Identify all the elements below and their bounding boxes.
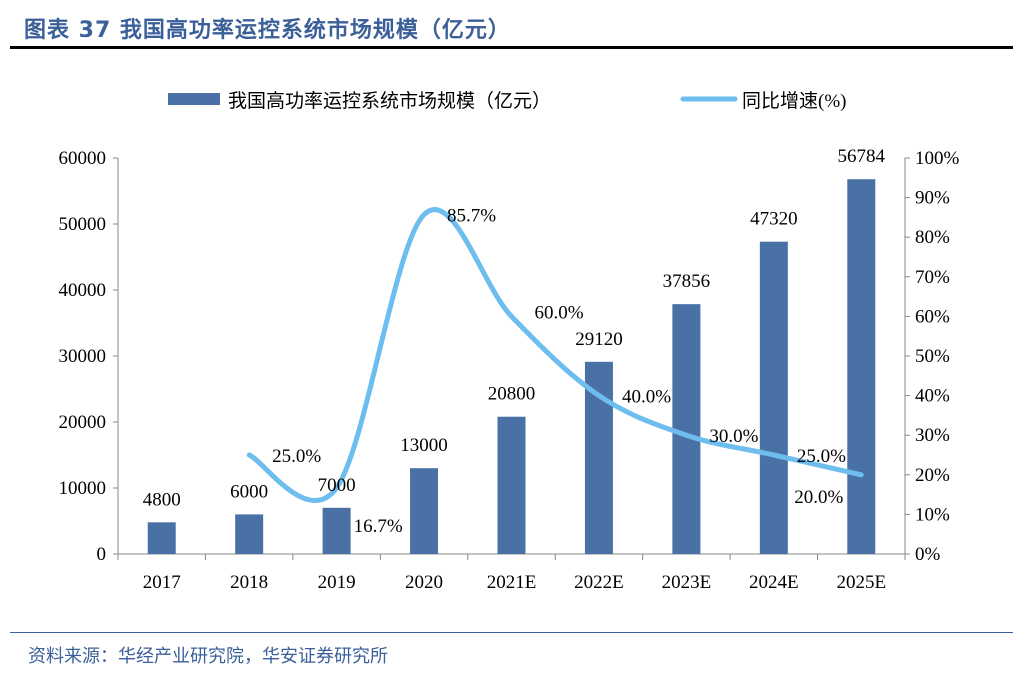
left-tick-label: 0 xyxy=(97,544,107,565)
bar-2025E xyxy=(847,179,876,555)
right-tick-label: 50% xyxy=(915,346,950,367)
left-tick-label: 10000 xyxy=(59,478,107,499)
left-tick-label: 60000 xyxy=(59,148,107,169)
growth-value-label: 40.0% xyxy=(622,387,671,408)
legend: 我国高功率运控系统市场规模（亿元） 同比增速(%) xyxy=(168,90,846,112)
bar-2024E xyxy=(759,241,788,555)
legend-bar-label: 我国高功率运控系统市场规模（亿元） xyxy=(228,90,551,112)
growth-value-label: 30.0% xyxy=(709,426,758,447)
x-tick-label: 2020 xyxy=(405,572,443,593)
right-tick-label: 40% xyxy=(915,386,950,407)
x-tick-label: 2021E xyxy=(487,572,537,593)
left-tick-label: 50000 xyxy=(59,214,107,235)
bar-value-label: 56784 xyxy=(838,146,886,167)
left-tick-label: 40000 xyxy=(59,280,107,301)
growth-value-label: 25.0% xyxy=(272,446,321,467)
bar-value-label: 13000 xyxy=(400,435,448,456)
right-tick-label: 0% xyxy=(915,544,941,565)
bar-value-label: 37856 xyxy=(663,271,711,292)
left-tick-label: 30000 xyxy=(59,346,107,367)
right-tick-label: 80% xyxy=(915,227,950,248)
bar-value-label: 4800 xyxy=(143,489,181,510)
growth-value-label: 16.7% xyxy=(354,516,403,537)
data-labels: 4800 6000 7000 13000 20800 29120 37856 47320 567… xyxy=(143,146,886,537)
bar-value-label: 47320 xyxy=(750,209,798,230)
growth-value-label: 85.7% xyxy=(447,206,496,227)
source-note: 资料来源：华经产业研究院，华安证券研究所 xyxy=(28,646,388,667)
bar-2017 xyxy=(147,522,176,554)
title-divider xyxy=(10,46,1013,49)
right-tick-label: 10% xyxy=(915,504,950,525)
x-tick-label: 2022E xyxy=(574,572,624,593)
bars xyxy=(147,179,876,555)
x-tick-label: 2018 xyxy=(230,572,268,593)
growth-line-path xyxy=(246,207,864,503)
right-tick-label: 30% xyxy=(915,425,950,446)
right-tick-label: 70% xyxy=(915,267,950,288)
axes: 0 10000 20000 30000 40000 50000 60000 0% 10% 20% 3… xyxy=(59,148,960,593)
bar-2023E xyxy=(672,304,701,554)
growth-value-label: 20.0% xyxy=(794,487,843,508)
growth-value-label: 25.0% xyxy=(797,446,846,467)
x-tick-label: 2023E xyxy=(662,572,712,593)
chart-svg: 我国高功率运控系统市场规模（亿元） 同比增速(%) 0 10000 20000 300… xyxy=(59,90,960,593)
bar-2020 xyxy=(410,468,439,554)
x-tick-label: 2024E xyxy=(749,572,799,593)
legend-bar-swatch xyxy=(168,93,220,105)
bar-2019 xyxy=(322,507,351,554)
x-tick-label: 2017 xyxy=(143,572,181,593)
bar-value-label: 6000 xyxy=(230,481,268,502)
source-divider xyxy=(10,632,1013,633)
left-tick-label: 20000 xyxy=(59,412,107,433)
growth-value-label: 60.0% xyxy=(535,302,584,323)
x-tick-label: 2019 xyxy=(318,572,356,593)
right-tick-label: 90% xyxy=(915,188,950,209)
right-tick-label: 100% xyxy=(915,148,960,169)
bar-2018 xyxy=(235,514,264,554)
figure-title: 图表 37 我国高功率运控系统市场规模（亿元） xyxy=(24,18,511,43)
bar-value-label: 7000 xyxy=(318,475,356,496)
growth-line xyxy=(246,207,864,503)
bar-value-label: 29120 xyxy=(575,329,623,350)
legend-line-label: 同比增速(%) xyxy=(742,90,846,112)
bar-2021E xyxy=(497,416,526,554)
right-tick-label: 60% xyxy=(915,306,950,327)
right-tick-label: 20% xyxy=(915,465,950,486)
bar-value-label: 20800 xyxy=(488,384,536,405)
x-tick-label: 2025E xyxy=(836,572,886,593)
